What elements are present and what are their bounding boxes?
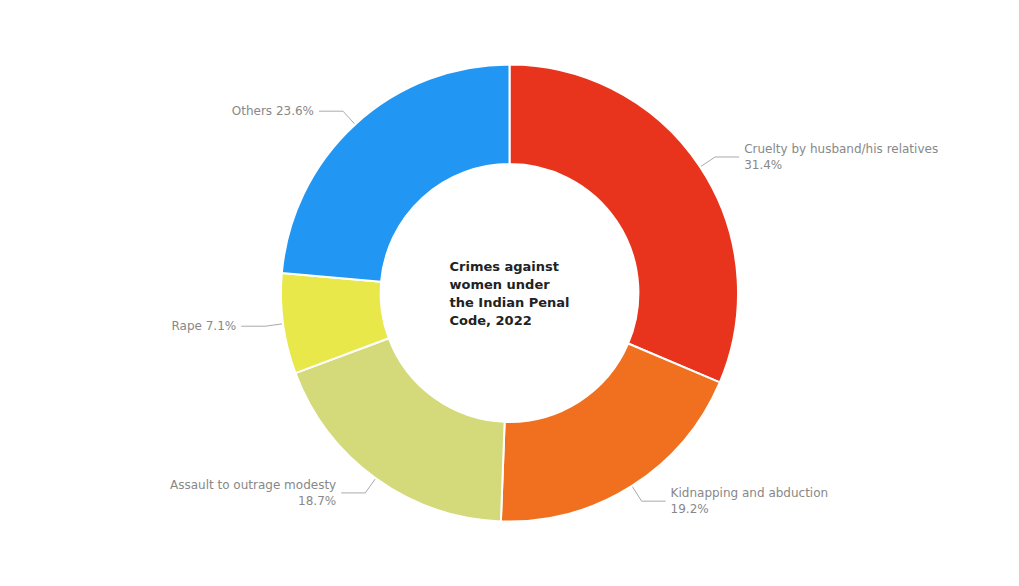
svg-text:Others 23.6%: Others 23.6% (232, 104, 314, 118)
svg-text:19.2%: 19.2% (671, 502, 709, 516)
svg-text:women under: women under (449, 277, 550, 292)
svg-text:Crimes against: Crimes against (449, 259, 559, 274)
svg-text:Code, 2022: Code, 2022 (449, 313, 531, 328)
svg-text:31.4%: 31.4% (744, 158, 782, 172)
svg-text:Assault to outrage modesty: Assault to outrage modesty (170, 478, 336, 492)
svg-text:the Indian Penal: the Indian Penal (449, 295, 569, 310)
svg-text:Rape 7.1%: Rape 7.1% (171, 319, 236, 333)
svg-text:Cruelty by husband/his relativ: Cruelty by husband/his relatives (744, 142, 938, 156)
svg-text:Kidnapping and abduction: Kidnapping and abduction (671, 486, 829, 500)
svg-text:18.7%: 18.7% (298, 494, 336, 508)
